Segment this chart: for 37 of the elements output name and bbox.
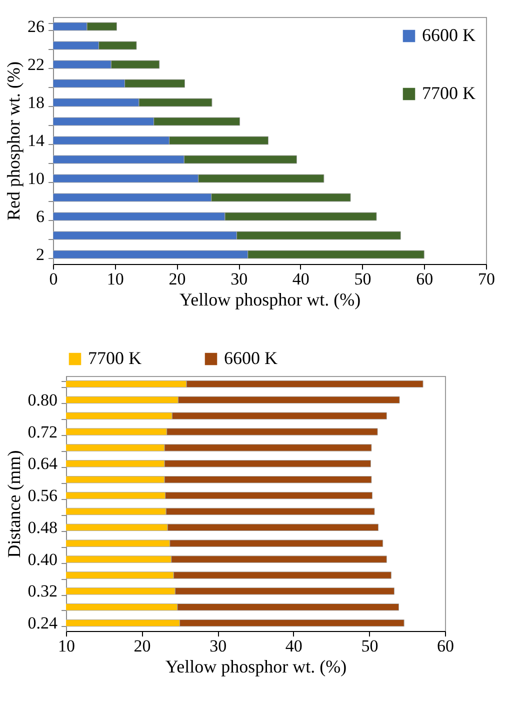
x-tick-label: 50 <box>354 270 372 288</box>
y-tick-label: 6 <box>36 207 44 226</box>
y-tick-label: 0.72 <box>28 422 58 442</box>
y-tick-label: 0.56 <box>28 486 58 506</box>
x-tick-label: 10 <box>106 270 124 288</box>
x-tick-label: 30 <box>210 636 227 656</box>
x-tick-label: 40 <box>285 636 302 656</box>
y-tick-label: 0.64 <box>28 454 58 474</box>
y-tick-label: 0.48 <box>28 518 58 537</box>
y-tick-label: 10 <box>28 169 44 188</box>
y-tick-label: 0.80 <box>28 390 58 410</box>
x-axis-title: Yellow phosphor wt. (%) <box>165 656 347 676</box>
legend-label: 6600 K <box>224 348 278 368</box>
y-axis-title: Red phosphor wt. (%) <box>4 62 24 220</box>
x-tick-label: 20 <box>134 636 151 656</box>
legend-label: 7700 K <box>422 83 476 103</box>
x-tick-label: 20 <box>168 270 186 288</box>
x-tick-label: 60 <box>437 636 454 656</box>
x-tick-label: 30 <box>230 270 248 288</box>
x-tick-label: 60 <box>416 270 434 288</box>
x-tick-label: 70 <box>478 270 495 288</box>
x-tick-label: 0 <box>49 270 58 288</box>
y-axis-title: Distance (mm) <box>4 450 24 558</box>
y-tick-label: 0.32 <box>28 582 58 601</box>
x-axis-title: Yellow phosphor wt. (%) <box>179 290 361 310</box>
y-tick-label: 0.40 <box>28 550 58 569</box>
y-tick-label: 22 <box>28 55 44 74</box>
y-tick-label: 26 <box>28 17 44 36</box>
y-tick-label: 14 <box>28 131 45 150</box>
legend-label: 6600 K <box>422 25 476 45</box>
x-tick-label: 40 <box>292 270 310 288</box>
x-tick-label: 50 <box>361 636 378 656</box>
y-tick-label: 0.24 <box>28 614 58 633</box>
y-tick-label: 18 <box>28 93 44 112</box>
legend-label: 7700 K <box>88 348 142 368</box>
y-tick-label: 2 <box>36 245 44 264</box>
x-tick-label: 10 <box>58 636 75 656</box>
